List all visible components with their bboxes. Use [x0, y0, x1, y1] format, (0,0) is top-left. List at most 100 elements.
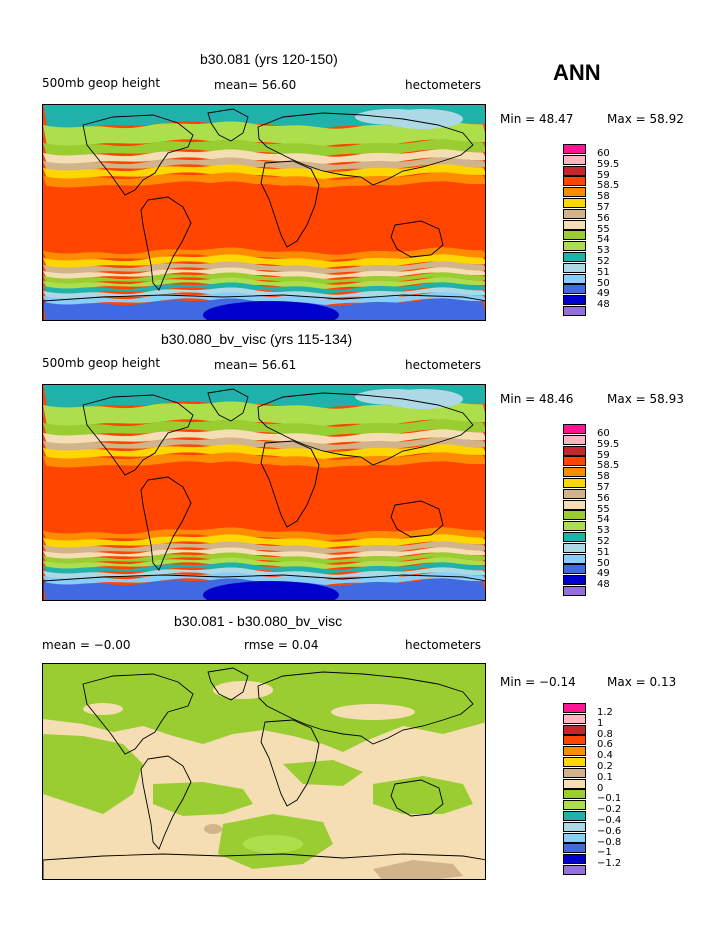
legend-swatch — [563, 746, 586, 757]
legend-swatch — [563, 154, 586, 165]
legend-swatch — [563, 478, 586, 488]
legend-label: 1.2 — [597, 707, 613, 718]
contour-band — [43, 164, 485, 180]
legend-swatch — [563, 854, 586, 865]
legend-swatch — [563, 262, 586, 273]
legend-label: 0.2 — [597, 761, 613, 772]
legend-swatch — [563, 521, 586, 532]
mean-label: mean= 56.60 — [214, 78, 297, 92]
rmse-label: rmse = 0.04 — [244, 638, 319, 652]
contour-band — [383, 389, 463, 409]
contour-band — [373, 860, 463, 879]
coastline — [140, 196, 192, 291]
mean-label: mean = −0.00 — [42, 638, 131, 652]
legend-swatch — [563, 295, 586, 306]
legend-label: 59 — [597, 449, 610, 461]
units-label: hectometers — [405, 78, 481, 92]
map-panel-2 — [42, 384, 486, 601]
legend-swatch — [563, 241, 586, 252]
legend-label: 0 — [597, 782, 604, 794]
legend-swatch — [563, 757, 586, 767]
legend-swatch — [563, 165, 586, 176]
legend-swatch — [563, 542, 586, 553]
legend-label: 58.5 — [597, 460, 620, 472]
contour-band — [204, 824, 222, 834]
legend-swatch — [563, 434, 586, 445]
legend-label: 56 — [597, 212, 610, 224]
mean-label: mean= 56.61 — [214, 358, 297, 372]
legend-label: −0.6 — [597, 825, 622, 837]
legend-label: 55 — [597, 503, 610, 515]
contour-band — [283, 760, 363, 786]
legend-swatch — [563, 865, 586, 875]
legend-label: 59.5 — [597, 438, 620, 450]
contour-band — [213, 307, 329, 320]
panel-title: b30.081 - b30.080_bv_visc — [174, 613, 343, 629]
legend-swatch — [563, 778, 586, 789]
panel-title: b30.081 (yrs 120-150) — [200, 51, 338, 67]
units-label: hectometers — [405, 358, 481, 372]
legend-swatch — [563, 144, 586, 154]
max-label: Max = 58.93 — [607, 392, 684, 406]
contour-band — [43, 429, 485, 445]
legend-label: 50 — [597, 557, 610, 569]
coastline — [390, 779, 444, 817]
legend-swatch — [563, 198, 586, 208]
coastline — [140, 755, 192, 850]
legend-swatch — [563, 467, 586, 478]
legend-swatch — [563, 735, 586, 746]
coastline — [82, 394, 194, 476]
contour-band — [213, 587, 329, 600]
legend-swatch — [563, 510, 586, 521]
legend-label: 50 — [597, 277, 610, 289]
legend-swatch — [563, 800, 586, 811]
contour-band — [43, 139, 485, 157]
legend-swatch — [563, 176, 586, 187]
coastline — [140, 476, 192, 571]
legend-swatch — [563, 424, 586, 434]
coastline — [82, 673, 194, 755]
legend-swatch — [563, 553, 586, 564]
legend-label: 57 — [597, 202, 610, 213]
legend-label: −0.1 — [597, 793, 622, 805]
legend-label: 55 — [597, 223, 610, 235]
map-svg — [43, 385, 485, 600]
legend-label: 0.4 — [597, 750, 613, 762]
legend-label: 60 — [597, 428, 610, 439]
contour-band — [43, 181, 485, 255]
contour-band — [213, 681, 273, 699]
legend-label: 58 — [597, 191, 610, 203]
coastline — [390, 220, 444, 258]
legend-label: 0.6 — [597, 739, 613, 751]
legend-label: 58 — [597, 471, 610, 483]
legend-label: 53 — [597, 245, 610, 257]
legend-label: 51 — [597, 266, 610, 278]
contour-band — [373, 776, 473, 814]
coastline — [82, 114, 194, 196]
legend-swatch — [563, 532, 586, 542]
legend-label: 58.5 — [597, 180, 620, 192]
legend-label: 59 — [597, 169, 610, 181]
legend-swatch — [563, 703, 586, 713]
contour-band — [383, 109, 463, 129]
contour-band — [331, 704, 415, 720]
contour-band — [43, 461, 485, 535]
legend-label: 54 — [597, 514, 610, 526]
panel-title: b30.080_bv_visc (yrs 115-134) — [161, 331, 353, 347]
min-label: Min = 48.47 — [500, 112, 574, 126]
min-label: Min = −0.14 — [500, 675, 576, 689]
max-label: Max = 0.13 — [607, 675, 677, 689]
legend-swatch — [563, 273, 586, 284]
legend-label: 53 — [597, 525, 610, 537]
coastline — [257, 112, 474, 186]
legend-swatch — [563, 187, 586, 198]
contour-band — [243, 835, 303, 853]
legend-swatch — [563, 811, 586, 821]
legend-label: 57 — [597, 482, 610, 493]
contour-band — [43, 419, 485, 437]
min-label: Min = 48.46 — [500, 392, 574, 406]
coastline — [257, 671, 474, 745]
legend-swatch — [563, 767, 586, 778]
legend-swatch — [563, 724, 586, 735]
map-svg — [43, 664, 485, 879]
